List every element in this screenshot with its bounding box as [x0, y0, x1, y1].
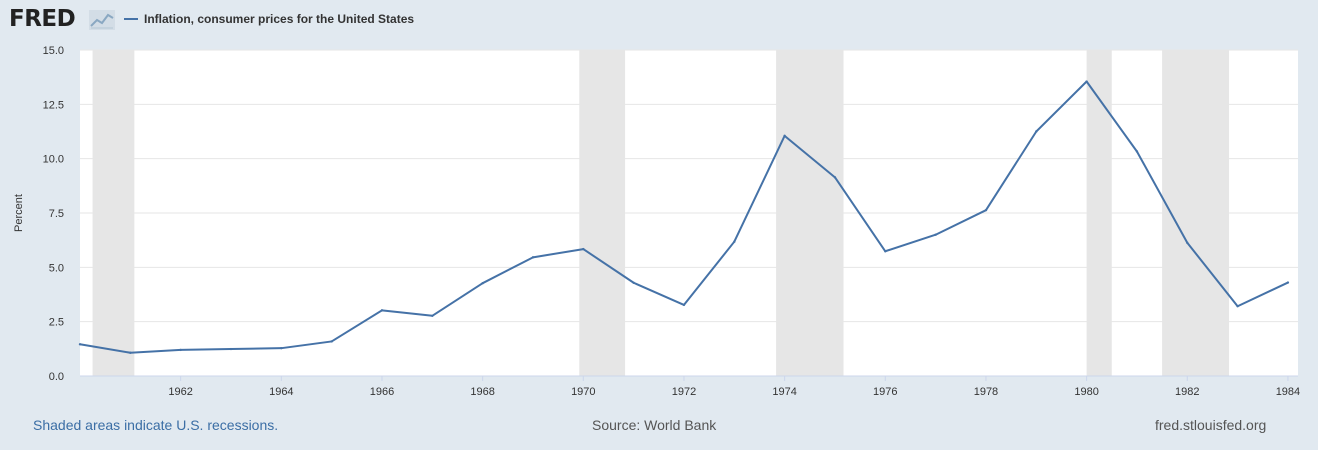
data-point: [380, 309, 384, 312]
data-point: [431, 314, 434, 317]
data-point: [833, 176, 837, 179]
y-tick-label: 5.0: [49, 262, 64, 274]
x-tick-label: 1974: [772, 386, 796, 398]
data-point: [934, 233, 937, 236]
data-point: [78, 343, 82, 346]
y-tick-label: 2.5: [49, 317, 64, 329]
header: FRED Inflation, consumer prices for the …: [0, 0, 1318, 44]
x-tick-label: 1976: [873, 386, 897, 398]
data-point: [179, 348, 182, 352]
data-point: [1035, 130, 1038, 133]
legend-swatch: [124, 18, 138, 20]
data-point: [682, 303, 686, 307]
x-tick-label: 1978: [974, 386, 998, 398]
data-point: [582, 247, 585, 251]
x-tick-label: 1964: [269, 386, 293, 398]
data-point: [1286, 281, 1290, 284]
data-point: [229, 347, 233, 351]
y-tick-label: 15.0: [43, 45, 64, 57]
source-label: Source: World Bank: [592, 417, 717, 433]
data-point: [1135, 150, 1139, 153]
y-axis-label: Percent: [13, 194, 25, 232]
data-point: [632, 281, 635, 284]
y-tick-label: 7.5: [49, 208, 64, 220]
x-tick-label: 1984: [1276, 386, 1300, 398]
data-point: [280, 346, 283, 350]
x-tick-label: 1962: [168, 386, 192, 398]
x-tick-label: 1970: [571, 386, 595, 398]
chart-legend: Inflation, consumer prices for the Unite…: [124, 12, 414, 26]
data-point: [531, 256, 535, 259]
data-point: [1186, 241, 1189, 244]
x-tick-label: 1966: [370, 386, 394, 398]
data-point: [984, 208, 988, 212]
y-tick-label: 0.0: [49, 371, 64, 383]
data-point: [733, 240, 736, 243]
x-tick-label: 1968: [470, 386, 494, 398]
recession-note: Shaded areas indicate U.S. recessions.: [33, 417, 279, 433]
chart: 0.0 2.5 5.0 7.5 10.0 12.5 15.0 1962 1964 1966 1968…: [13, 45, 1300, 398]
data-point: [1085, 80, 1088, 83]
site-link[interactable]: fred.stlouisfed.org: [1155, 417, 1267, 433]
chart-line-icon: [89, 10, 115, 30]
data-point: [129, 351, 132, 354]
fred-logo[interactable]: FRED: [9, 6, 76, 32]
data-point: [330, 340, 333, 343]
y-tick-label: 12.5: [43, 99, 64, 111]
data-point: [783, 134, 786, 138]
data-point: [481, 281, 484, 285]
x-tick-label: 1972: [672, 386, 696, 398]
y-tick-label: 10.0: [43, 154, 64, 166]
x-tick-label: 1982: [1175, 386, 1199, 398]
x-tick-label: 1980: [1074, 386, 1098, 398]
legend-label: Inflation, consumer prices for the Unite…: [144, 12, 415, 26]
data-point: [884, 250, 887, 253]
data-point: [1236, 305, 1239, 308]
